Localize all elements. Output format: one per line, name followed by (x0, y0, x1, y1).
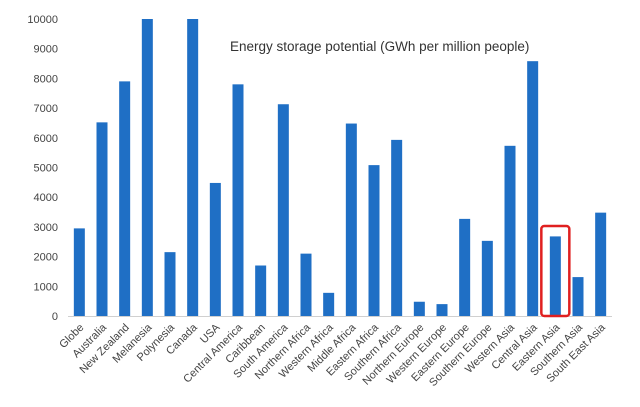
y-tick-label: 8000 (34, 73, 58, 85)
bar (164, 252, 176, 316)
bar (436, 304, 448, 316)
bar (73, 228, 85, 316)
y-tick-label: 0 (52, 311, 58, 323)
bar (232, 84, 244, 316)
bar (277, 104, 289, 316)
bar (209, 182, 221, 316)
bar (187, 19, 199, 316)
bar (413, 301, 425, 316)
bar (391, 139, 403, 316)
bar (572, 277, 584, 316)
bar (481, 240, 493, 316)
y-tick-label: 6000 (34, 133, 58, 145)
y-tick-labels: 0 1000 2000 3000 4000 5000 6000 7000 8000 9000 100… (27, 14, 58, 323)
y-tick-label: 2000 (34, 252, 58, 264)
chart-title: Energy storage potential (GWh per millio… (230, 39, 529, 54)
bar (595, 212, 607, 316)
y-tick-label: 7000 (34, 103, 58, 115)
bar (141, 19, 153, 316)
bar (549, 236, 561, 316)
bar (368, 165, 380, 316)
y-tick-label: 10000 (27, 14, 58, 26)
bar (527, 61, 539, 317)
bar (300, 253, 312, 316)
bar (96, 122, 108, 316)
bar (255, 265, 267, 316)
bar (119, 81, 131, 317)
bars-group (73, 19, 607, 317)
bar (345, 123, 357, 316)
y-tick-label: 4000 (34, 192, 58, 204)
bar (459, 218, 471, 316)
y-tick-label: 1000 (34, 281, 58, 293)
bar (504, 145, 516, 316)
y-tick-label: 5000 (34, 163, 58, 175)
bar (323, 292, 335, 316)
y-tick-label: 9000 (34, 44, 58, 56)
y-tick-label: 3000 (34, 222, 58, 234)
highlight-box (540, 224, 571, 318)
